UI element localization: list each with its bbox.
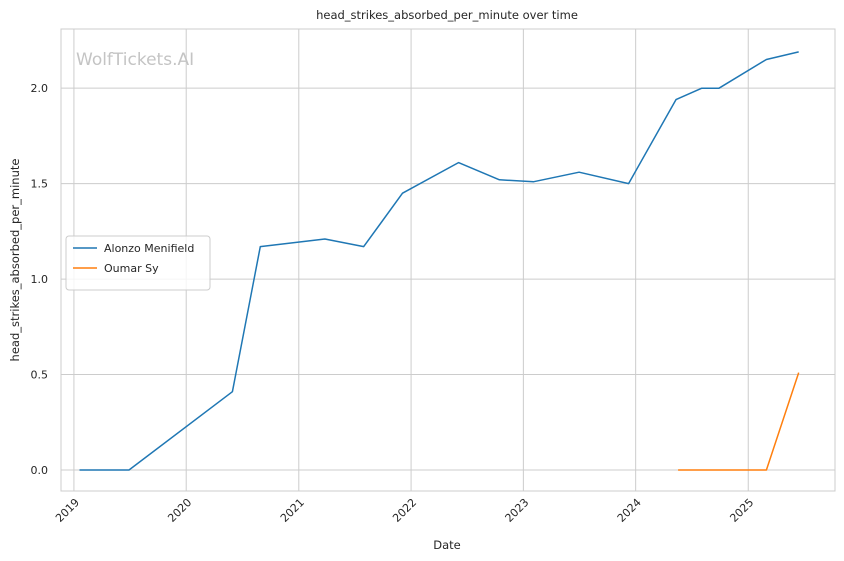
legend-label: Alonzo Menifield <box>104 242 194 255</box>
y-tick-label: 1.0 <box>31 273 49 286</box>
x-tick-label: 2025 <box>727 496 756 525</box>
plot-frame <box>60 28 836 492</box>
x-tick-label: 2020 <box>165 496 194 525</box>
series-layer <box>79 51 800 471</box>
x-tick-label: 2024 <box>615 496 644 525</box>
y-tick-label: 1.5 <box>31 178 49 191</box>
legend-box <box>65 235 211 291</box>
y-tick-label: 0.0 <box>31 464 49 477</box>
y-axis-ticks: 0.0 0.5 1.0 1.5 2.0 <box>31 82 49 477</box>
y-tick-label: 2.0 <box>31 82 49 95</box>
y-tick-label: 0.5 <box>31 369 49 382</box>
x-tick-label: 2023 <box>502 496 531 525</box>
y-axis-label: head_strikes_absorbed_per_minute <box>8 159 22 362</box>
x-tick-label: 2022 <box>390 496 419 525</box>
x-tick-label: 2021 <box>278 496 307 525</box>
x-tick-label: 2019 <box>53 496 82 525</box>
watermark: WolfTickets.AI <box>76 50 194 70</box>
chart-title: head_strikes_absorbed_per_minute over ti… <box>316 8 578 22</box>
legend: Alonzo Menifield Oumar Sy <box>65 235 211 291</box>
series-line-alonzo-menifield <box>79 51 799 471</box>
x-axis-ticks: 2019 2020 2021 2022 2023 2024 2025 <box>53 496 756 525</box>
grid <box>61 29 835 491</box>
legend-label: Oumar Sy <box>104 262 159 275</box>
x-axis-label: Date <box>433 538 461 552</box>
series-line-oumar-sy <box>678 372 800 471</box>
